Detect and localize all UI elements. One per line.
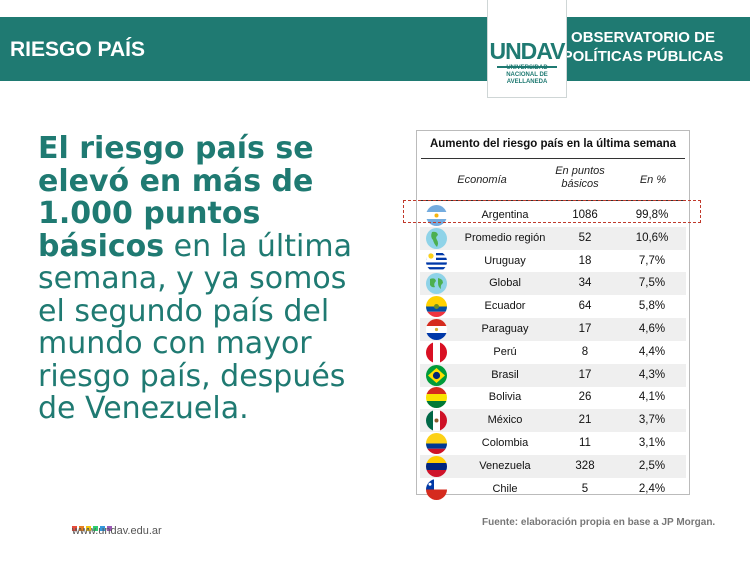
argentina-highlight-box — [403, 200, 701, 223]
risk-table: Aumento del riesgo país en la última sem… — [416, 130, 690, 500]
points-cell: 64 — [578, 300, 592, 313]
header-bar — [0, 17, 750, 81]
points-cell: 18 — [578, 254, 592, 267]
footer-color-dots — [72, 518, 114, 536]
footer-dot — [86, 526, 91, 531]
logo-mark: UNDAV — [488, 38, 566, 68]
observatorio-line-1: OBSERVATORIO DE — [571, 29, 715, 46]
chile-flag-icon — [426, 478, 447, 500]
points-cell: 34 — [578, 277, 592, 290]
pct-cell: 4,3% — [638, 368, 666, 381]
table-row: Venezuela 328 2,5% — [420, 454, 686, 478]
economy-cell: Ecuador — [484, 300, 526, 313]
table-row: Paraguay 17 4,6% — [420, 318, 686, 341]
pct-cell: 5,8% — [638, 300, 666, 313]
footer-dot — [107, 526, 112, 531]
pct-cell: 2,4% — [638, 482, 666, 495]
points-cell: 52 — [578, 231, 592, 244]
footer-dot — [93, 526, 98, 531]
economy-cell: Colombia — [481, 437, 529, 449]
footer-dot — [100, 526, 105, 531]
economy-cell: Brasil — [491, 368, 519, 381]
footer-dot — [79, 526, 84, 531]
globe-icon — [426, 273, 447, 295]
points-cell: 1086 — [572, 209, 598, 221]
column-header-puntos: En puntos básicos — [555, 165, 605, 190]
table-row: Promedio región 52 10,6% — [420, 226, 686, 250]
source-note: Fuente: elaboración propia en base a JP … — [482, 517, 716, 528]
economy-cell: México — [487, 414, 523, 427]
table-row: Colombia 11 3,1% — [420, 432, 686, 455]
logo-subtitle: UNIVERSIDAD NACIONAL DE AVELLANEDA — [488, 65, 566, 86]
economy-cell: Perú — [493, 345, 517, 358]
brazil-flag-icon — [426, 364, 447, 386]
points-cell: 11 — [579, 437, 591, 449]
points-cell: 5 — [581, 482, 589, 495]
column-header-economia: Economía — [457, 174, 507, 186]
table-row: Global 34 7,5% — [420, 272, 686, 296]
pct-cell: 3,7% — [638, 414, 666, 427]
economy-cell: Global — [489, 277, 521, 290]
points-cell: 21 — [578, 414, 592, 427]
points-cell: 17 — [578, 323, 592, 335]
ecuador-flag-icon — [426, 296, 447, 318]
economy-cell: Bolivia — [488, 391, 522, 404]
pct-cell: 3,1% — [638, 437, 666, 449]
table-title-rule — [421, 158, 685, 159]
peru-flag-icon — [426, 341, 447, 363]
economy-cell: Argentina — [481, 209, 529, 221]
paraguay-flag-icon — [426, 319, 447, 340]
undav-logo: UNDAV UNIVERSIDAD NACIONAL DE AVELLANEDA — [487, 0, 567, 98]
pct-cell: 4,1% — [638, 391, 666, 404]
headline-regular: en la última semana, y ya somos el segun… — [38, 228, 352, 426]
logo-sub-line-1: UNIVERSIDAD — [506, 65, 548, 71]
bolivia-flag-icon — [426, 387, 447, 409]
points-cell: 26 — [578, 391, 592, 404]
economy-cell: Venezuela — [479, 459, 531, 472]
logo-sub-line-2: NACIONAL DE — [506, 72, 548, 78]
table-title: Aumento del riesgo país en la última sem… — [429, 138, 677, 150]
pct-cell: 7,5% — [638, 277, 666, 290]
table-row: Ecuador 64 5,8% — [420, 295, 686, 318]
table-row: Brasil 17 4,3% — [420, 363, 686, 387]
economy-cell: Paraguay — [481, 323, 529, 335]
uruguay-flag-icon — [426, 250, 447, 272]
table-row: México 21 3,7% — [420, 409, 686, 433]
points-cell: 328 — [575, 459, 595, 472]
table-row: Argentina 1086 99,8% — [420, 204, 686, 227]
table-row: Bolivia 26 4,1% — [420, 386, 686, 409]
venezuela-flag-icon — [426, 455, 447, 477]
observatorio-line-2: POLÍTICAS PÚBLICAS — [562, 48, 724, 65]
colombia-flag-icon — [426, 433, 447, 454]
page-title: RIESGO PAÍS — [10, 38, 145, 61]
footer-dot — [72, 526, 77, 531]
economy-cell: Uruguay — [484, 254, 526, 267]
headline: El riesgo país se elevó en más de 1.000 … — [38, 131, 378, 426]
column-header-pct: En % — [639, 174, 667, 186]
pct-cell: 2,5% — [638, 459, 666, 472]
table-row: Chile 5 2,4% — [420, 478, 686, 501]
pct-cell: 4,4% — [638, 345, 666, 358]
table-row: Perú 8 4,4% — [420, 341, 686, 364]
points-cell: 8 — [581, 345, 589, 358]
points-cell: 17 — [578, 368, 592, 381]
pct-cell: 99,8% — [635, 209, 669, 221]
pct-cell: 10,6% — [635, 231, 669, 244]
pct-cell: 7,7% — [638, 254, 666, 267]
headline-bold: El riesgo país se elevó en más de 1.000 … — [38, 131, 314, 264]
footer-url[interactable]: www.undav.edu.ar — [72, 525, 162, 537]
economy-cell: Promedio región — [464, 231, 546, 244]
mexico-flag-icon — [426, 410, 447, 432]
economy-cell: Chile — [492, 482, 518, 495]
logo-sub-line-3: AVELLANEDA — [506, 79, 548, 85]
globe-americas-icon — [426, 227, 447, 249]
observatorio-title: OBSERVATORIO DE POLÍTICAS PÚBLICAS — [548, 28, 738, 66]
pct-cell: 4,6% — [638, 323, 666, 335]
table-row: Uruguay 18 7,7% — [420, 250, 686, 273]
